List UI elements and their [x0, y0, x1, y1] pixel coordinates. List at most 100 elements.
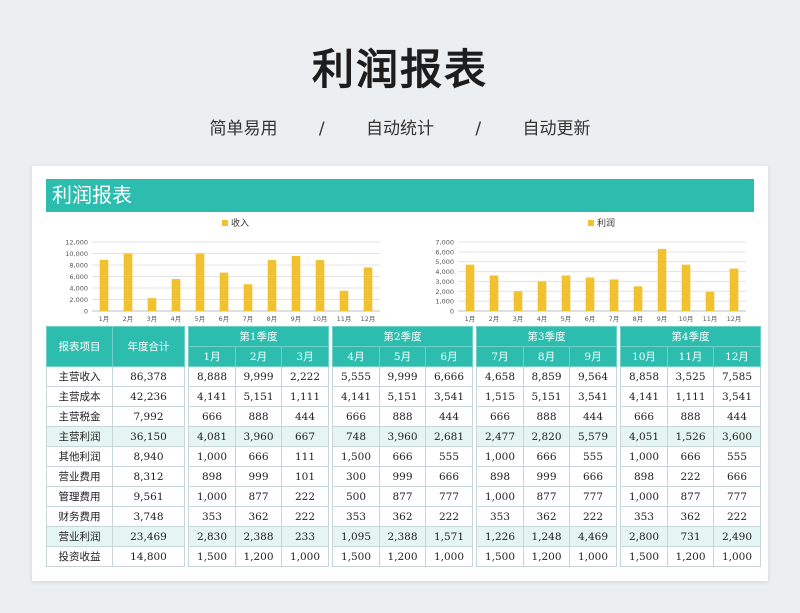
table-cell[interactable]: 1,226: [476, 526, 524, 547]
header-quarter[interactable]: 第3季度: [476, 326, 617, 347]
table-cell[interactable]: 7,585: [713, 366, 761, 387]
row-label-cell[interactable]: 投资收益: [46, 546, 113, 567]
table-cell[interactable]: 666: [667, 446, 714, 467]
table-cell[interactable]: 6,666: [425, 366, 473, 387]
table-cell[interactable]: 999: [379, 466, 426, 487]
table-cell[interactable]: 4,081: [188, 426, 236, 447]
table-cell[interactable]: 444: [281, 406, 329, 427]
table-cell[interactable]: 777: [713, 486, 761, 507]
table-cell[interactable]: 5,579: [569, 426, 617, 447]
table-cell[interactable]: 1,000: [281, 546, 329, 567]
table-cell[interactable]: 362: [379, 506, 426, 527]
table-cell[interactable]: 888: [523, 406, 570, 427]
table-cell[interactable]: 4,141: [620, 386, 668, 407]
table-cell[interactable]: 1,000: [713, 546, 761, 567]
table-cell[interactable]: 9,564: [569, 366, 617, 387]
table-cell[interactable]: 898: [620, 466, 668, 487]
table-cell[interactable]: 2,830: [188, 526, 236, 547]
table-cell[interactable]: 2,490: [713, 526, 761, 547]
table-cell[interactable]: 2,681: [425, 426, 473, 447]
table-cell[interactable]: 877: [235, 486, 282, 507]
table-cell[interactable]: 1,515: [476, 386, 524, 407]
header-total[interactable]: 年度合计: [112, 326, 185, 367]
table-cell[interactable]: 222: [281, 486, 329, 507]
row-label-cell[interactable]: 主营成本: [46, 386, 113, 407]
table-cell[interactable]: 898: [476, 466, 524, 487]
table-cell[interactable]: 5,151: [379, 386, 426, 407]
table-cell[interactable]: 731: [667, 526, 714, 547]
table-cell[interactable]: 999: [523, 466, 570, 487]
row-label-cell[interactable]: 主营税金: [46, 406, 113, 427]
table-cell[interactable]: 222: [281, 506, 329, 527]
table-cell[interactable]: 666: [379, 446, 426, 467]
header-month[interactable]: 10月: [620, 346, 668, 367]
table-cell[interactable]: 877: [523, 486, 570, 507]
header-month[interactable]: 5月: [379, 346, 426, 367]
header-month[interactable]: 11月: [667, 346, 714, 367]
table-cell[interactable]: 353: [332, 506, 380, 527]
table-cell[interactable]: 898: [188, 466, 236, 487]
table-cell[interactable]: 1,000: [425, 546, 473, 567]
header-month[interactable]: 9月: [569, 346, 617, 367]
table-cell[interactable]: 3,541: [713, 386, 761, 407]
table-cell[interactable]: 877: [379, 486, 426, 507]
row-total-cell[interactable]: 36,150: [112, 426, 185, 447]
table-cell[interactable]: 101: [281, 466, 329, 487]
table-cell[interactable]: 748: [332, 426, 380, 447]
table-cell[interactable]: 2,477: [476, 426, 524, 447]
row-total-cell[interactable]: 8,312: [112, 466, 185, 487]
table-cell[interactable]: 362: [523, 506, 570, 527]
header-quarter[interactable]: 第1季度: [188, 326, 329, 347]
table-cell[interactable]: 1,000: [476, 486, 524, 507]
table-cell[interactable]: 300: [332, 466, 380, 487]
header-month[interactable]: 2月: [235, 346, 282, 367]
table-cell[interactable]: 1,200: [523, 546, 570, 567]
table-cell[interactable]: 666: [569, 466, 617, 487]
table-cell[interactable]: 999: [235, 466, 282, 487]
table-cell[interactable]: 222: [667, 466, 714, 487]
table-cell[interactable]: 777: [569, 486, 617, 507]
row-label-cell[interactable]: 管理费用: [46, 486, 113, 507]
header-month[interactable]: 12月: [713, 346, 761, 367]
row-total-cell[interactable]: 86,378: [112, 366, 185, 387]
table-cell[interactable]: 9,999: [235, 366, 282, 387]
table-cell[interactable]: 666: [476, 406, 524, 427]
table-cell[interactable]: 666: [523, 446, 570, 467]
table-cell[interactable]: 5,151: [523, 386, 570, 407]
table-cell[interactable]: 1,200: [379, 546, 426, 567]
table-cell[interactable]: 222: [425, 506, 473, 527]
sheet-title-banner[interactable]: 利润报表: [46, 179, 754, 212]
table-cell[interactable]: 666: [620, 406, 668, 427]
table-cell[interactable]: 362: [667, 506, 714, 527]
table-cell[interactable]: 1,500: [332, 546, 380, 567]
row-label-cell[interactable]: 营业利润: [46, 526, 113, 547]
table-cell[interactable]: 1,200: [235, 546, 282, 567]
table-cell[interactable]: 4,469: [569, 526, 617, 547]
table-cell[interactable]: 888: [667, 406, 714, 427]
table-cell[interactable]: 500: [332, 486, 380, 507]
table-cell[interactable]: 222: [713, 506, 761, 527]
row-total-cell[interactable]: 7,992: [112, 406, 185, 427]
table-cell[interactable]: 353: [476, 506, 524, 527]
table-cell[interactable]: 4,658: [476, 366, 524, 387]
table-cell[interactable]: 1,111: [667, 386, 714, 407]
table-cell[interactable]: 444: [713, 406, 761, 427]
row-label-cell[interactable]: 营业费用: [46, 466, 113, 487]
table-cell[interactable]: 222: [569, 506, 617, 527]
table-cell[interactable]: 4,141: [188, 386, 236, 407]
table-cell[interactable]: 3,960: [235, 426, 282, 447]
table-cell[interactable]: 1,000: [188, 486, 236, 507]
table-cell[interactable]: 5,151: [235, 386, 282, 407]
table-cell[interactable]: 233: [281, 526, 329, 547]
table-cell[interactable]: 4,051: [620, 426, 668, 447]
row-label-cell[interactable]: 主营收入: [46, 366, 113, 387]
table-cell[interactable]: 111: [281, 446, 329, 467]
table-cell[interactable]: 555: [425, 446, 473, 467]
table-cell[interactable]: 3,960: [379, 426, 426, 447]
table-cell[interactable]: 3,541: [425, 386, 473, 407]
table-cell[interactable]: 888: [379, 406, 426, 427]
row-total-cell[interactable]: 23,469: [112, 526, 185, 547]
income-bar-chart[interactable]: 0 2,000 4,000 6,000 8,000 10,000 12,000 收入 1月 2月 3…: [46, 214, 388, 324]
table-cell[interactable]: 1,111: [281, 386, 329, 407]
